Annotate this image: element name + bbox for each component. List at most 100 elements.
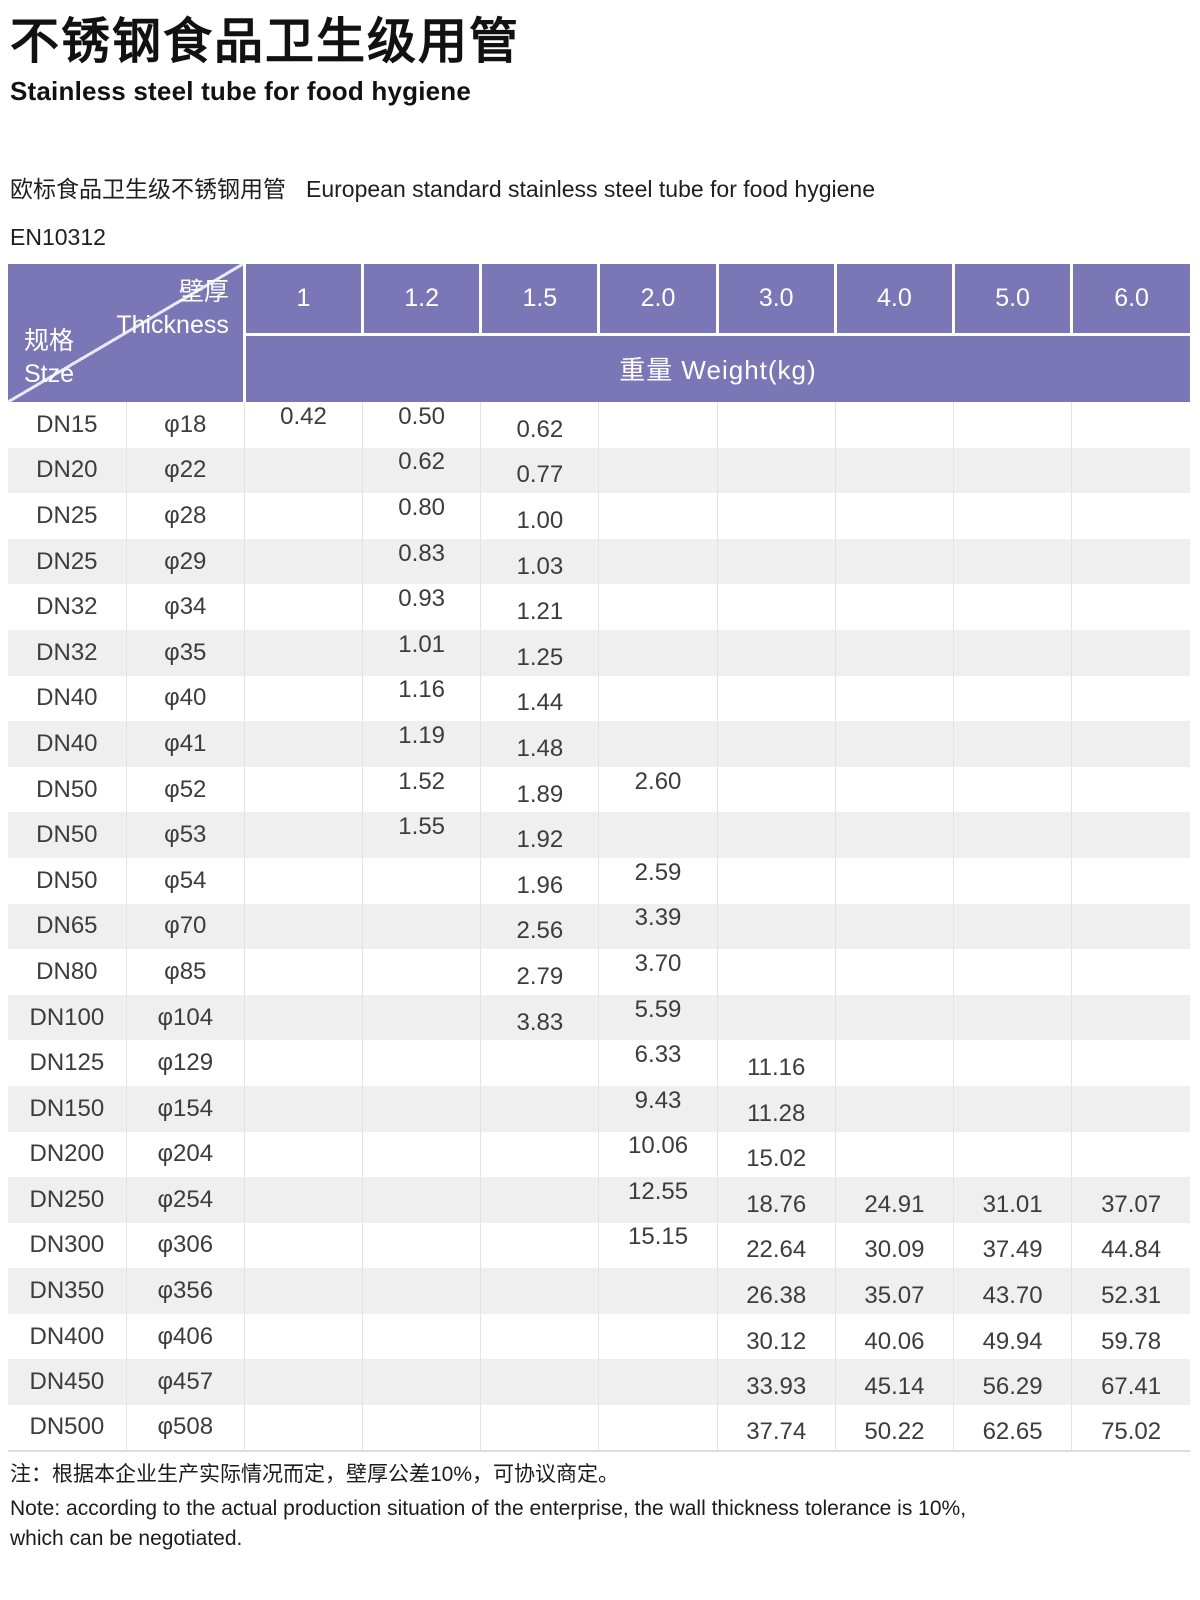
weight-cell	[953, 493, 1073, 539]
weight-cell: 1.16	[362, 675, 482, 722]
weight-cell	[598, 584, 718, 630]
weight-cell: 1.03	[480, 538, 600, 585]
size-diameter-cell: φ34	[126, 584, 245, 630]
weight-cell	[362, 1177, 482, 1223]
weight-cell	[1071, 1085, 1190, 1132]
size-dn-cell: DN40	[8, 721, 127, 767]
weight-cell: 0.50	[362, 402, 482, 448]
weight-cell	[835, 1131, 955, 1178]
weight-cell	[835, 766, 955, 813]
weight-cell	[717, 447, 836, 494]
weight-cell	[1071, 675, 1190, 722]
weight-cell: 56.29	[953, 1359, 1073, 1406]
weight-cell	[953, 857, 1073, 904]
weight-cell	[598, 1405, 718, 1452]
weight-cell: 50.22	[835, 1405, 955, 1452]
weight-cell	[953, 538, 1073, 585]
weight-cell	[953, 1131, 1073, 1178]
weight-cell: 33.93	[717, 1359, 836, 1406]
weight-cell	[244, 447, 364, 494]
thickness-col-header-2.0: 2.0	[598, 264, 719, 336]
weight-value: 1.16	[398, 676, 446, 704]
weight-value: 11.16	[747, 1054, 806, 1082]
weight-cell	[244, 994, 364, 1041]
thickness-col-header-3.0: 3.0	[717, 264, 837, 336]
table-row-dn50-9: DN50 φ52 1.52 1.89 2.60	[8, 766, 1190, 813]
weight-cell: 62.65	[953, 1405, 1073, 1452]
weight-value: 1.01	[398, 630, 446, 658]
weight-cell	[1071, 766, 1190, 813]
thickness-col-header-4.0: 4.0	[835, 264, 956, 336]
weight-cell: 1.00	[480, 493, 600, 539]
weight-cell: 26.38	[717, 1268, 836, 1314]
weight-value: 75.02	[1101, 1418, 1162, 1446]
size-dn-cell: DN350	[8, 1268, 127, 1314]
table-row-dn65-12: DN65 φ70 2.56 3.39	[8, 903, 1190, 950]
weight-cell	[953, 812, 1073, 858]
weight-cell: 59.78	[1071, 1313, 1190, 1360]
weight-value: 3.83	[516, 1008, 564, 1036]
size-diameter-cell: φ356	[126, 1268, 245, 1314]
weight-cell	[1071, 1040, 1190, 1086]
size-dn-cell: DN40	[8, 675, 127, 722]
thickness-col-header-5.0: 5.0	[953, 264, 1074, 336]
corner-thickness-label: 壁厚 Thickness	[116, 276, 229, 341]
weight-cell: 40.06	[835, 1313, 955, 1360]
size-dn-cell: DN300	[8, 1222, 127, 1269]
weight-cell	[1071, 949, 1190, 995]
size-dn-cell: DN25	[8, 538, 127, 585]
weight-value: 50.22	[864, 1418, 925, 1446]
spec-table: 壁厚 Thickness 规格 Stze 1 1.2 1.5 2.0 3.0 4.0 5.0…	[8, 264, 1190, 1452]
weight-cell: 31.01	[953, 1177, 1073, 1223]
weight-cell: 0.93	[362, 584, 482, 630]
weight-cell: 37.07	[1071, 1177, 1190, 1223]
weight-cell	[362, 1268, 482, 1314]
weight-cell: 10.06	[598, 1131, 718, 1178]
weight-value: 0.77	[516, 461, 564, 489]
weight-cell	[953, 447, 1073, 494]
weight-cell	[598, 812, 718, 858]
weight-cell: 1.92	[480, 812, 600, 858]
weight-cell	[244, 584, 364, 630]
size-diameter-cell: φ104	[126, 994, 245, 1041]
weight-value: 1.19	[398, 721, 446, 749]
size-dn-cell: DN100	[8, 994, 127, 1041]
weight-cell	[480, 1313, 600, 1360]
weight-value: 37.07	[1101, 1190, 1162, 1218]
size-diameter-cell: φ52	[126, 766, 245, 813]
weight-value: 26.38	[746, 1282, 807, 1310]
table-row-dn80-13: DN80 φ85 2.79 3.70	[8, 949, 1190, 995]
weight-cell	[362, 1131, 482, 1178]
weight-cell: 0.62	[480, 402, 600, 448]
weight-cell	[953, 402, 1073, 448]
weight-cell	[717, 675, 836, 722]
weight-cell	[717, 629, 836, 676]
weight-cell: 15.02	[717, 1131, 836, 1178]
weight-cell: 24.91	[835, 1177, 955, 1223]
weight-cell	[1071, 903, 1190, 950]
thickness-col-header-6.0: 6.0	[1071, 264, 1190, 336]
weight-cell: 2.79	[480, 949, 600, 995]
weight-value: 1.96	[516, 871, 564, 899]
size-dn-cell: DN65	[8, 903, 127, 950]
weight-cell: 3.39	[598, 903, 718, 950]
size-dn-cell: DN450	[8, 1359, 127, 1406]
weight-cell: 9.43	[598, 1085, 718, 1132]
weight-cell	[717, 766, 836, 813]
table-row-dn125-15: DN125 φ129 6.33 11.16	[8, 1040, 1190, 1086]
weight-value: 3.39	[634, 904, 682, 932]
size-dn-cell: DN32	[8, 629, 127, 676]
weight-cell	[835, 493, 955, 539]
weight-cell	[244, 766, 364, 813]
table-row-dn350-20: DN350 φ356 26.38 35.07 43.70 52.31	[8, 1268, 1190, 1314]
size-dn-cell: DN50	[8, 766, 127, 813]
weight-value: 30.09	[864, 1236, 925, 1264]
size-diameter-cell: φ41	[126, 721, 245, 767]
footnotes: 注：根据本企业生产实际情况而定，壁厚公差10%，可协议商定。 Note: acc…	[10, 1460, 1190, 1553]
size-diameter-cell: φ22	[126, 447, 245, 494]
weight-value: 40.06	[864, 1327, 925, 1355]
weight-value: 2.60	[634, 767, 682, 795]
weight-cell	[1071, 584, 1190, 630]
weight-cell	[244, 1040, 364, 1086]
spec-table-header: 壁厚 Thickness 规格 Stze 1 1.2 1.5 2.0 3.0 4.0 5.0…	[8, 264, 1190, 402]
